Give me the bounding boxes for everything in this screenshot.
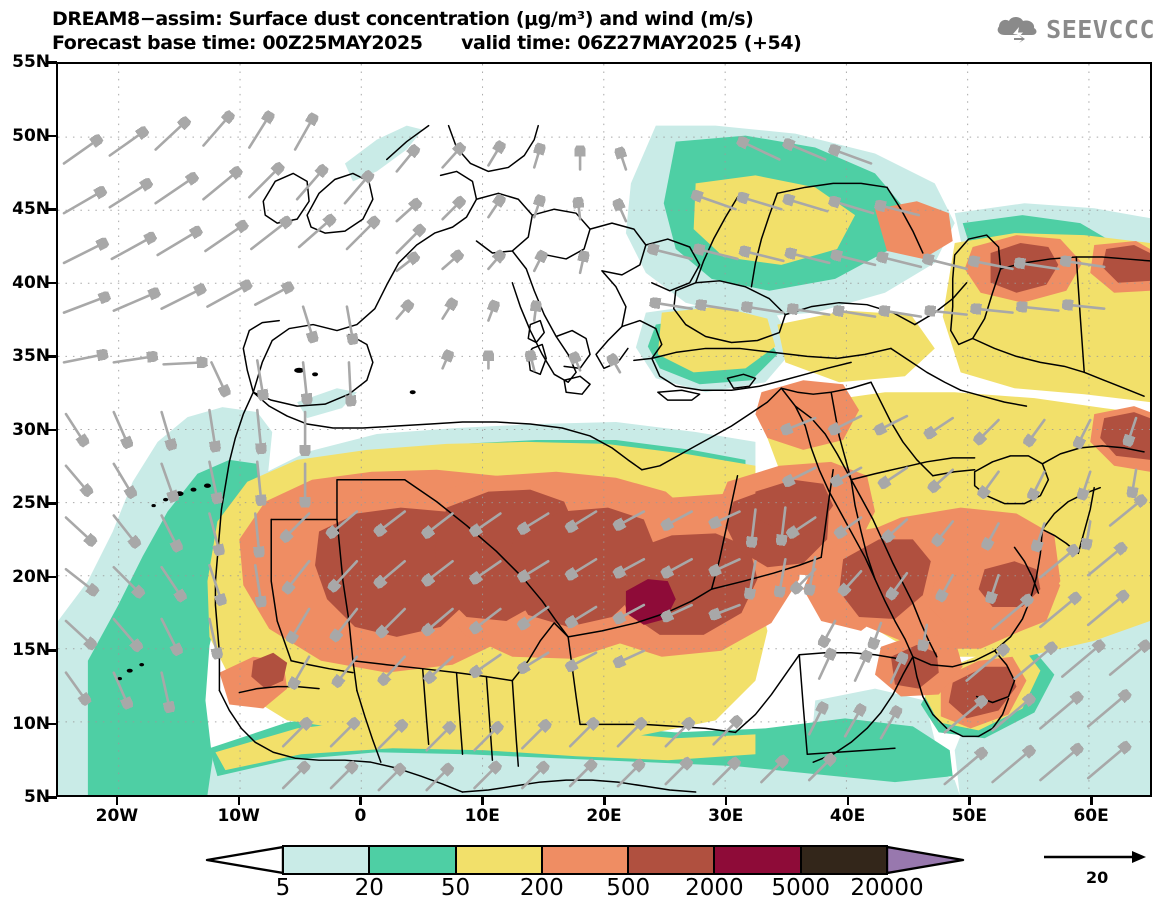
- colorbar-divider: [282, 845, 284, 875]
- colorbar-tick-label: 50: [440, 875, 471, 901]
- coastlines-and-borders: [117, 124, 1150, 793]
- colorbar-tick-label: 5: [275, 875, 291, 901]
- colorbar-divider: [540, 845, 543, 875]
- x-tick-mark: [1090, 797, 1093, 805]
- colorbar-divider: [368, 845, 371, 875]
- forecast-base-time: Forecast base time: 00Z25MAY2025: [52, 32, 423, 54]
- x-tick-label: 50E: [951, 806, 987, 826]
- y-tick-mark: [48, 796, 57, 799]
- x-tick-label: 60E: [1073, 806, 1109, 826]
- x-tick-label: 10W: [217, 806, 260, 826]
- colorbar-swatch: [714, 845, 801, 875]
- colorbar-divider: [799, 845, 802, 875]
- wind-scale-key: 20: [1040, 846, 1150, 890]
- colorbar-tick-label: 20000: [850, 875, 924, 901]
- x-tick-mark: [968, 797, 971, 805]
- chart-subtitle: Forecast base time: 00Z25MAY2025 valid t…: [52, 32, 802, 54]
- y-tick-label: 55N: [12, 52, 50, 72]
- dust-concentration-map: [56, 62, 1152, 797]
- x-tick-mark: [481, 797, 484, 805]
- map-gridlines: [58, 64, 1150, 795]
- colorbar-tick-label: 200: [519, 875, 564, 901]
- y-tick-mark: [48, 355, 57, 358]
- colorbar-max-extend: [887, 845, 965, 875]
- colorbar-swatch: [800, 845, 887, 875]
- forecast-valid-time: valid time: 06Z27MAY2025 (+54): [461, 32, 802, 54]
- x-tick-label: 20E: [586, 806, 622, 826]
- y-tick-label: 35N: [12, 346, 50, 366]
- seevccc-logo: SEEVCCC: [994, 12, 1155, 46]
- y-tick-mark: [48, 61, 57, 64]
- colorbar-swatch: [369, 845, 456, 875]
- y-tick-mark: [48, 649, 57, 652]
- y-tick-mark: [48, 428, 57, 431]
- logo-text: SEEVCCC: [1046, 14, 1155, 44]
- y-tick-label: 10N: [12, 713, 50, 734]
- y-tick-mark: [48, 134, 57, 137]
- colorbar-swatch: [541, 845, 629, 875]
- y-tick-label: 40N: [12, 272, 50, 293]
- colorbar-swatch: [628, 845, 715, 875]
- colorbar-swatch: [283, 845, 370, 875]
- y-tick-mark: [48, 281, 57, 284]
- colorbar-divider: [627, 845, 630, 875]
- colorbar-divider: [454, 845, 457, 875]
- cloud-arrow-icon: [997, 17, 1037, 43]
- chart-header: DREAM8−assim: Surface dust concentration…: [0, 0, 1165, 58]
- colorbar-min-extend: [205, 845, 283, 875]
- y-tick-label: 15N: [12, 640, 50, 660]
- colorbar: 5 20 50 200 500 2000 5000 20000: [205, 845, 965, 901]
- x-tick-label: 30E: [708, 806, 744, 826]
- x-tick-mark: [237, 797, 241, 805]
- wind-scale-label: 20: [1086, 868, 1109, 887]
- colorbar-tick-label: 20: [354, 875, 384, 901]
- y-tick-mark: [48, 208, 57, 211]
- wind-reference-arrow-icon: [1044, 851, 1146, 863]
- x-tick-label: 10E: [464, 806, 500, 826]
- y-tick-mark: [48, 722, 57, 725]
- y-tick-label: 45N: [12, 199, 50, 219]
- x-tick-mark: [603, 797, 606, 805]
- y-tick-label: 30N: [12, 419, 50, 440]
- colorbar-tick-label: 5000: [771, 875, 830, 901]
- y-tick-label: 25N: [12, 493, 50, 513]
- x-tick-mark: [359, 797, 362, 805]
- colorbar-divider: [713, 845, 716, 875]
- colorbar-swatches: 5 20 50 200 500 2000 5000 20000: [205, 845, 965, 901]
- x-tick-label: 0: [354, 806, 367, 826]
- wind-vectors: [62, 116, 1146, 792]
- colorbar-tick-label: 2000: [685, 875, 744, 901]
- y-tick-mark: [48, 575, 57, 578]
- colorbar-tick-label: 500: [606, 875, 651, 901]
- map-canvas: [58, 64, 1150, 795]
- chart-title: DREAM8−assim: Surface dust concentration…: [52, 8, 754, 30]
- x-tick-mark: [724, 797, 728, 805]
- colorbar-swatch: [455, 845, 542, 875]
- x-tick-mark: [115, 797, 119, 805]
- y-tick-label: 20N: [12, 566, 50, 587]
- y-tick-mark: [48, 502, 57, 505]
- x-tick-label: 20W: [95, 806, 139, 826]
- y-tick-label: 50N: [12, 125, 50, 146]
- y-tick-label: 5N: [23, 787, 50, 807]
- x-tick-label: 40E: [829, 806, 866, 826]
- x-tick-mark: [846, 797, 850, 805]
